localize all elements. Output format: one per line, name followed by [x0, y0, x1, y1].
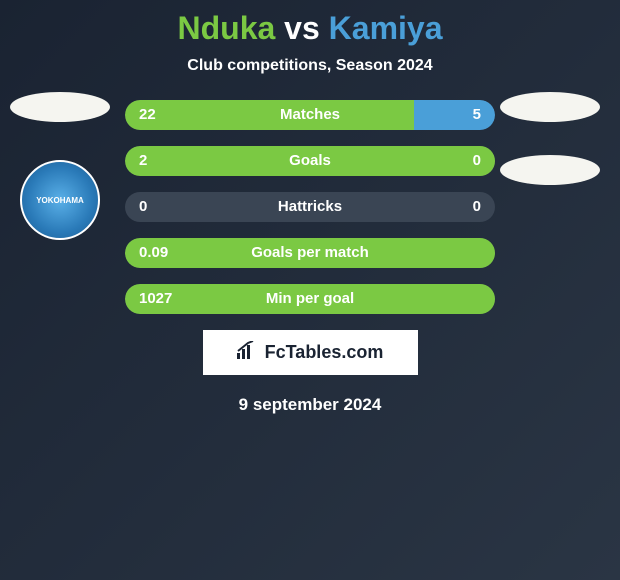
- date: 9 september 2024: [0, 395, 620, 415]
- player2-avatar-placeholder: [500, 92, 600, 122]
- player2-club-placeholder: [500, 155, 600, 185]
- player2-name: Kamiya: [329, 10, 443, 46]
- stat-label: Goals: [125, 146, 495, 176]
- stat-label: Hattricks: [125, 192, 495, 222]
- stat-row: 0Hattricks0: [125, 192, 495, 222]
- stat-rows: 22Matches52Goals00Hattricks00.09Goals pe…: [125, 100, 495, 314]
- stat-label: Matches: [125, 100, 495, 130]
- player1-name: Nduka: [177, 10, 275, 46]
- player1-avatar-placeholder: [10, 92, 110, 122]
- brand-box[interactable]: FcTables.com: [203, 330, 418, 375]
- stat-value-right: 0: [473, 192, 481, 222]
- stat-label: Min per goal: [125, 284, 495, 314]
- stat-value-right: 5: [473, 100, 481, 130]
- comparison-widget: Nduka vs Kamiya Club competitions, Seaso…: [0, 0, 620, 415]
- stat-row: 2Goals0: [125, 146, 495, 176]
- stat-row: 0.09Goals per match: [125, 238, 495, 268]
- chart-icon: [237, 341, 259, 364]
- page-title: Nduka vs Kamiya: [0, 10, 620, 47]
- vs-text: vs: [284, 10, 320, 46]
- brand-text: FcTables.com: [265, 342, 384, 363]
- stat-row: 22Matches5: [125, 100, 495, 130]
- player1-club-badge: YOKOHAMA: [20, 160, 100, 240]
- stat-value-right: 0: [473, 146, 481, 176]
- stats-area: YOKOHAMA 22Matches52Goals00Hattricks00.0…: [0, 100, 620, 314]
- stat-row: 1027Min per goal: [125, 284, 495, 314]
- subtitle: Club competitions, Season 2024: [0, 57, 620, 75]
- club-badge-text: YOKOHAMA: [36, 196, 84, 205]
- stat-label: Goals per match: [125, 238, 495, 268]
